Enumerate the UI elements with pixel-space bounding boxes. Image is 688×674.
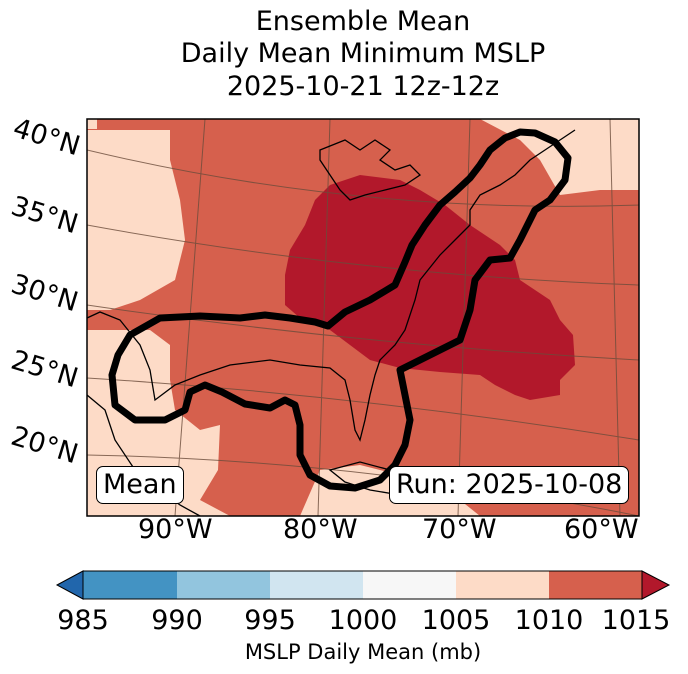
- pressure-field-1000-1005-tl: [87, 119, 97, 129]
- colorbar-tick-1000: 1000: [328, 605, 398, 636]
- title-line-1: Ensemble Mean: [255, 6, 471, 37]
- map-frame: [86, 118, 640, 517]
- colorbar-tick-995: 995: [244, 605, 296, 636]
- probability-contour: [108, 128, 572, 492]
- colorbar-bin-1005-1010: [456, 571, 549, 599]
- colorbar-tick-1015: 1015: [601, 605, 671, 636]
- pressure-field-1000-1005-west: [87, 130, 185, 310]
- colorbar-tick-990: 990: [151, 605, 203, 636]
- pressure-field-1010-1015: [285, 175, 575, 400]
- meridian-60w: [609, 119, 621, 516]
- lon-label-90w: 90°W: [138, 514, 213, 545]
- title-line-3: 2025-10-21 12z-12z: [226, 71, 500, 102]
- pressure-field-1000-1005-ne: [480, 119, 639, 195]
- colorbar-bin-1010-1015: [549, 571, 642, 599]
- colorbar-tick-985: 985: [57, 605, 109, 636]
- run-date-box: Run: 2025-10-08: [389, 466, 630, 504]
- colorbar-bin-1000-1005: [363, 571, 456, 599]
- colorbar-bin-990-995: [177, 571, 270, 599]
- colorbar-extend-low: [55, 570, 84, 600]
- colorbar-label: MSLP Daily Mean (mb): [244, 640, 482, 664]
- lon-label-70w: 70°W: [422, 514, 497, 545]
- title-line-2: Daily Mean Minimum MSLP: [180, 38, 546, 69]
- lon-label-60w: 60°W: [564, 514, 639, 545]
- colorbar-bin-985-990: [83, 571, 177, 599]
- colorbar-tick-1010: 1010: [514, 605, 584, 636]
- meridian-80w: [317, 119, 331, 516]
- parallel-25n: [87, 377, 639, 441]
- colorbar-bin-995-1000: [270, 571, 363, 599]
- coastline-great-lakes: [319, 139, 422, 201]
- colorbar-frame: [82, 570, 643, 600]
- colorbar-tick-1005: 1005: [421, 605, 491, 636]
- mean-label-box: Mean: [96, 466, 184, 504]
- parallel-35n: [87, 224, 639, 286]
- coastline-gulf: [87, 129, 576, 442]
- colorbar-extend-high: [641, 570, 671, 600]
- lon-label-80w: 80°W: [283, 514, 358, 545]
